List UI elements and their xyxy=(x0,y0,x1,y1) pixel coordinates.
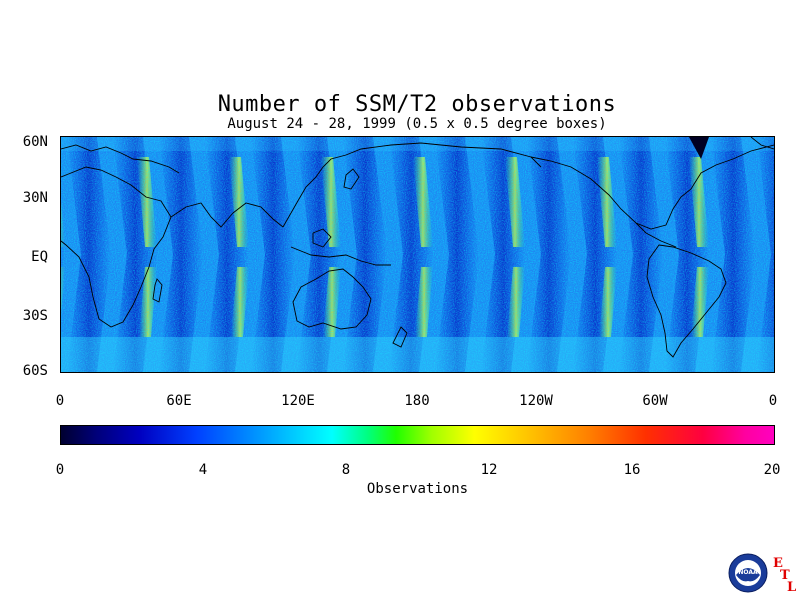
map-title: Number of SSM/T2 observations xyxy=(217,92,617,117)
lon-label-0-west: 0 xyxy=(55,393,65,409)
coast-europe xyxy=(61,144,180,174)
coast-japan xyxy=(343,168,360,190)
colorbar-tick-0: 0 xyxy=(55,462,65,478)
observation-map xyxy=(60,136,775,373)
colorbar xyxy=(60,425,775,445)
noaa-logo-text: NOAA xyxy=(738,569,758,576)
north-band xyxy=(61,137,774,151)
lon-label-60w: 60W xyxy=(642,393,668,409)
colorbar-tick-4: 4 xyxy=(198,462,208,478)
map-subtitle: August 24 - 28, 1999 (0.5 x 0.5 degree b… xyxy=(227,116,607,132)
coast-africa xyxy=(61,166,172,328)
etl-letter-l: L xyxy=(787,580,797,595)
coast-north-america xyxy=(530,144,774,230)
lat-label-30n: 30N xyxy=(22,190,48,206)
coast-caribbean xyxy=(635,222,677,248)
polar-gap xyxy=(689,137,709,159)
coast-new-zealand xyxy=(392,326,408,348)
south-band xyxy=(61,337,774,372)
colorbar-tick-8: 8 xyxy=(341,462,351,478)
observation-map-svg xyxy=(61,137,774,372)
lon-label-120e: 120E xyxy=(281,393,315,409)
lon-label-120w: 120W xyxy=(519,393,553,409)
coast-greenland xyxy=(750,137,774,150)
lat-label-60s: 60S xyxy=(22,363,48,379)
lat-label-eq: EQ xyxy=(31,249,48,265)
etl-letter-e: E xyxy=(773,556,783,571)
coast-australia xyxy=(292,268,372,330)
coast-indonesia xyxy=(290,246,391,266)
noaa-logo-icon: NOAA xyxy=(728,553,768,593)
coast-asia-south xyxy=(170,202,284,228)
coast-south-america xyxy=(646,244,727,358)
noise-layer xyxy=(61,137,774,372)
colorbar-tick-20: 20 xyxy=(763,462,781,478)
coast-borneo xyxy=(312,228,332,248)
lat-label-60n: 60N xyxy=(22,134,48,150)
coast-madagascar xyxy=(152,278,163,303)
etl-letter-t: T xyxy=(780,568,790,583)
lon-label-60e: 60E xyxy=(166,393,192,409)
colorbar-tick-16: 16 xyxy=(623,462,641,478)
lon-label-0-east: 0 xyxy=(768,393,778,409)
colorbar-title: Observations xyxy=(366,481,469,497)
coastlines xyxy=(61,137,774,358)
lon-label-180: 180 xyxy=(404,393,430,409)
lat-label-30s: 30S xyxy=(22,308,48,324)
colorbar-tick-12: 12 xyxy=(480,462,498,478)
coast-east-asia xyxy=(282,142,542,228)
